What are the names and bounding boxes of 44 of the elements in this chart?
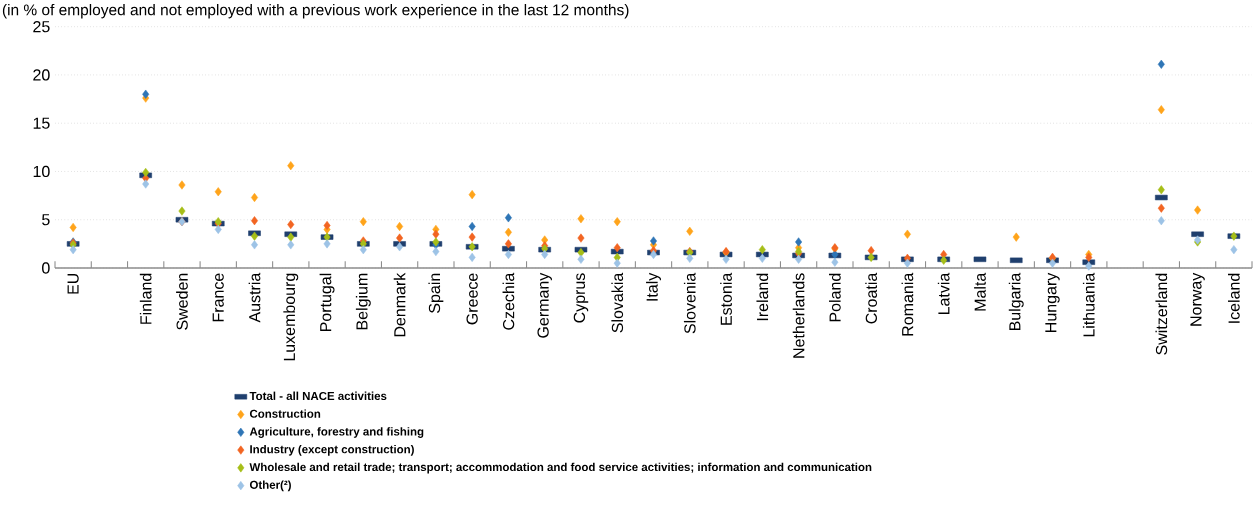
x-tick-label: Hungary: [1045, 272, 1060, 332]
x-tick-label: Czechia: [502, 272, 515, 330]
y-tick-label: 10: [33, 165, 50, 178]
x-tick-label: Switzerland: [1155, 273, 1168, 355]
legend-label: Other(²): [249, 480, 291, 492]
x-tick-label: Sweden: [176, 273, 188, 330]
x-tick-label: Slovenia: [683, 272, 696, 334]
legend-label: Total - all NACE activities: [249, 391, 387, 401]
x-tick-label: EU: [67, 273, 79, 294]
x-tick-label: Portugal: [319, 273, 335, 331]
x-tick-label: Malta: [974, 272, 986, 311]
x-tick-label: Latvia: [937, 272, 950, 315]
y-tick-label: 20: [33, 69, 50, 81]
x-tick-label: Spain: [428, 273, 444, 313]
chart-subtitle: (in % of employed and not employed with a previous work experience in the last 12 months): [2, 3, 629, 19]
x-tick-label: Norway: [1190, 272, 1205, 326]
legend-label: Industry (except construction): [250, 444, 414, 456]
x-tick-label: Italy: [646, 272, 661, 301]
x-tick-label: Romania: [901, 272, 914, 336]
y-tick-label: 25: [33, 21, 50, 33]
x-tick-label: Estonia: [720, 272, 732, 325]
x-tick-label: Denmark: [393, 272, 406, 337]
y-tick-label: 15: [33, 117, 50, 129]
y-tick-label: 5: [42, 214, 50, 226]
x-tick-label: Iceland: [1228, 273, 1240, 323]
legend-label: Construction: [249, 409, 321, 418]
x-tick-label: Netherlands: [792, 273, 805, 358]
x-tick-label: Belgium: [355, 273, 371, 330]
x-tick-label: Luxembourg: [283, 273, 299, 361]
x-tick-label: Ireland: [756, 273, 769, 321]
x-tick-label: Bulgaria: [1008, 272, 1024, 331]
legend-label: Agriculture, forestry and fishing: [249, 427, 424, 438]
x-tick-label: Germany: [537, 272, 552, 338]
x-tick-label: Slovakia: [611, 272, 624, 333]
x-tick-label: Austria: [248, 272, 261, 323]
y-tick-label: 0: [42, 262, 50, 274]
x-tick-label: Croatia: [865, 272, 878, 324]
x-tick-label: Greece: [466, 273, 478, 325]
x-tick-label: Finland: [139, 273, 152, 324]
x-tick-label: Poland: [829, 273, 841, 322]
x-tick-label: Lithuania: [1082, 272, 1095, 337]
x-tick-label: Cyprus: [573, 273, 589, 323]
legend-label: Wholesale and retail trade; transport; accommodation and food service activities; information and communication: [249, 462, 872, 474]
x-tick-label: France: [212, 273, 224, 322]
